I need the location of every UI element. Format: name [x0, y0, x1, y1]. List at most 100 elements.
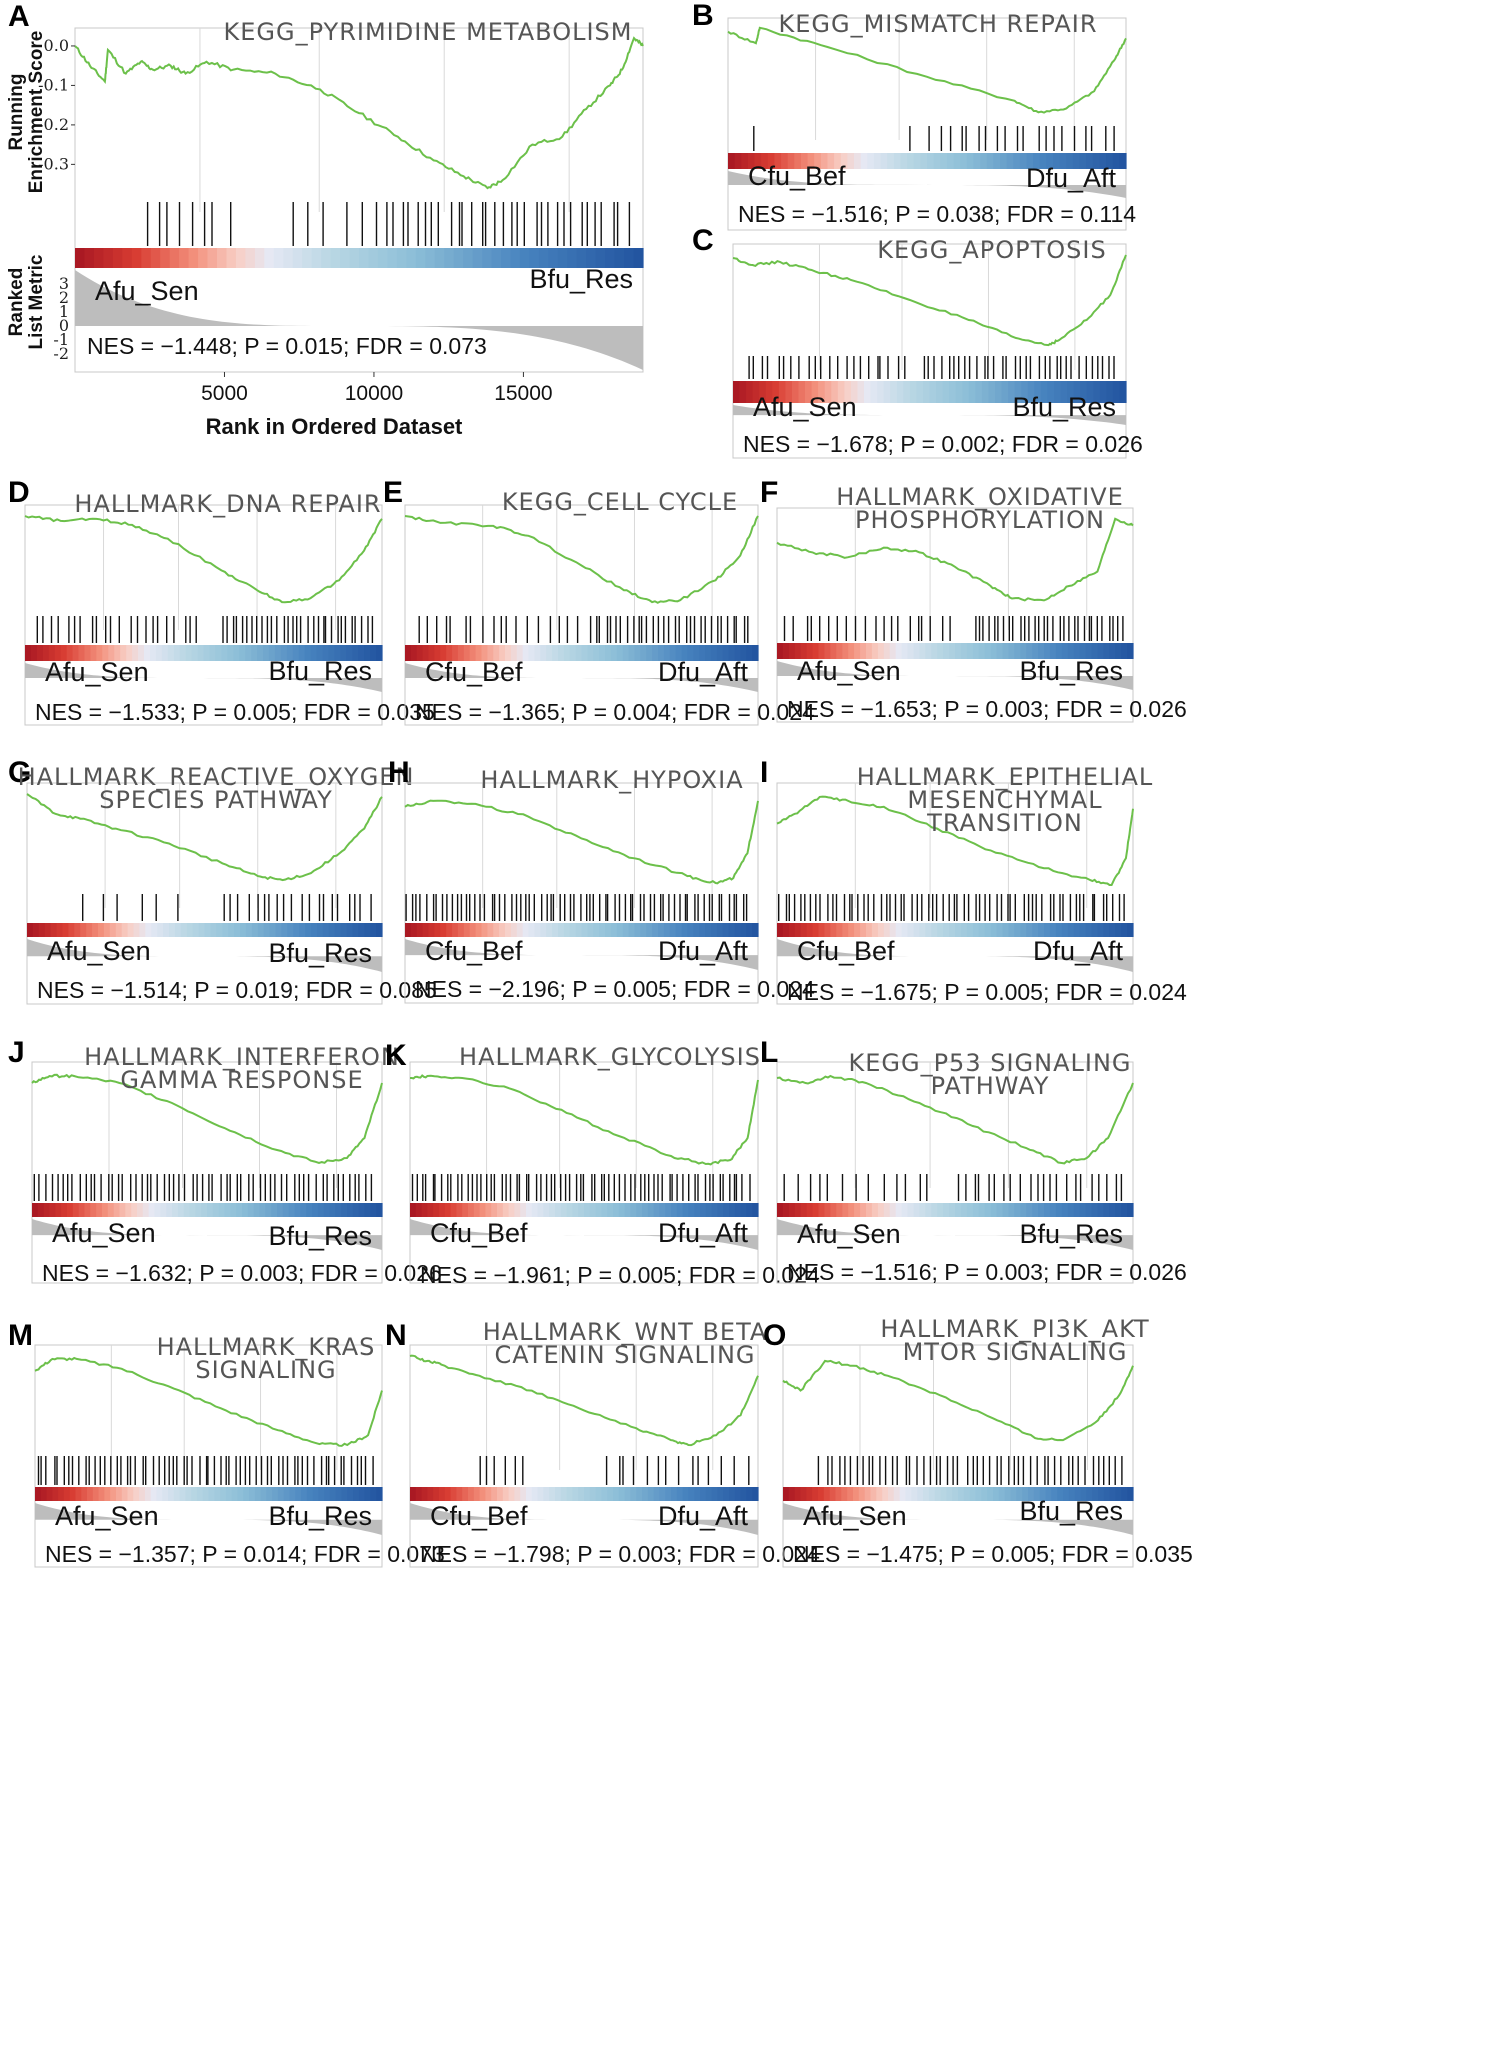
heatmap-cell	[61, 1203, 68, 1217]
heatmap-cell	[972, 643, 980, 659]
heatmap-cell	[1121, 1203, 1128, 1217]
heatmap-cell	[224, 1203, 231, 1217]
heatmap-cell	[663, 645, 671, 661]
heatmap-cell	[575, 645, 583, 661]
heatmap-cell	[925, 643, 932, 659]
heatmap-cell	[624, 1203, 631, 1217]
heatmap-cell	[746, 1203, 753, 1217]
heatmap-cell	[593, 645, 600, 661]
heatmap-cell	[289, 1487, 296, 1501]
heatmap-cell	[860, 1203, 867, 1217]
panel-frame	[409, 1061, 759, 1284]
heatmap-cell	[288, 1203, 296, 1217]
heatmap-cell	[103, 923, 111, 937]
heatmap-cell	[995, 381, 1003, 403]
heatmap-cell	[67, 1203, 74, 1217]
heatmap-cell	[421, 1203, 428, 1217]
ranked-heatmap-bar	[733, 381, 1127, 403]
ranked-heatmap-bar	[35, 1487, 383, 1501]
heatmap-cell	[913, 1203, 920, 1217]
heatmap-cell	[741, 153, 749, 169]
heatmap-cell	[835, 1487, 842, 1501]
heatmap-cell	[1066, 153, 1074, 169]
left-group-label: Afu_Sen	[95, 276, 199, 306]
heatmap-cell	[271, 1203, 278, 1217]
heatmap-cell	[433, 1203, 440, 1217]
heatmap-cell	[853, 1487, 860, 1501]
heatmap-cell	[341, 1487, 348, 1501]
heatmap-cell	[1026, 643, 1033, 659]
enrichment-curve	[410, 1074, 759, 1166]
heatmap-cell	[980, 153, 988, 169]
heatmap-cell	[44, 923, 52, 937]
gsea-panel-e: E KEGG_CELL CYCLE Cfu_Bef Dfu_Aft NES = −1.3…	[383, 476, 815, 726]
heatmap-cell	[75, 248, 86, 268]
heatmap-cell	[807, 153, 815, 169]
heatmap-cell	[575, 923, 583, 937]
heatmap-cell	[63, 1487, 71, 1501]
heatmap-cell	[46, 1487, 53, 1501]
heatmap-cell	[301, 1487, 308, 1501]
heatmap-cell	[958, 1487, 965, 1501]
heatmap-cell	[119, 1203, 126, 1217]
heatmap-cell	[172, 1203, 179, 1217]
heatmap-cell	[929, 381, 937, 403]
left-group-label: Afu_Sen	[797, 1219, 901, 1249]
enrichment-curve	[74, 36, 644, 190]
heatmap-cell	[260, 1487, 267, 1501]
heatmap-cell	[370, 645, 377, 661]
heatmap-cell	[578, 1487, 585, 1501]
heatmap-cell	[567, 248, 578, 268]
heatmap-cell	[840, 153, 848, 169]
heatmap-cell	[647, 1487, 655, 1501]
stats-label: NES = −1.516; P = 0.003; FDR = 0.026	[787, 1259, 1187, 1285]
heatmap-cell	[516, 923, 524, 937]
heatmap-cell	[292, 645, 300, 661]
heatmap-cell	[245, 645, 252, 661]
heatmap-cell	[269, 923, 277, 937]
stats-label: NES = −1.961; P = 0.005; FDR = 0.024	[420, 1262, 820, 1288]
heatmap-cell	[410, 1487, 417, 1501]
heatmap-cell	[192, 923, 200, 937]
heatmap-cell	[508, 1203, 515, 1217]
heatmap-cell	[87, 1487, 94, 1501]
heatmap-cell	[311, 923, 318, 937]
stats-label: NES = −1.516; P = 0.038; FDR = 0.114	[738, 201, 1136, 227]
ranked-heatmap-bar	[728, 153, 1127, 169]
heatmap-cell	[871, 1203, 879, 1217]
ranked-heatmap-bar	[405, 923, 759, 937]
heatmap-cell	[937, 1203, 944, 1217]
heatmap-cell	[546, 923, 553, 937]
heatmap-cell	[286, 645, 294, 661]
heatmap-cell	[652, 645, 659, 661]
heatmap-cell	[1121, 643, 1128, 659]
heatmap-cell	[578, 1203, 585, 1217]
heatmap-cell	[292, 248, 303, 268]
heatmap-cell	[1055, 1203, 1063, 1217]
heatmap-cell	[472, 248, 483, 268]
heatmap-cell	[1038, 923, 1045, 937]
stats-label: NES = −1.475; P = 0.005; FDR = 0.035	[793, 1541, 1193, 1567]
heatmap-cell	[230, 1203, 237, 1217]
heatmap-cell	[198, 248, 209, 268]
heatmap-cell	[949, 643, 956, 659]
heatmap-cell	[966, 1203, 974, 1217]
heatmap-cell	[1060, 381, 1068, 403]
heatmap-cell	[387, 248, 398, 268]
heatmap-cell	[734, 153, 742, 169]
heatmap-cell	[247, 1203, 255, 1217]
heatmap-cell	[877, 923, 885, 937]
heatmap-cell	[893, 1487, 901, 1501]
heatmap-cell	[558, 645, 565, 661]
heatmap-cell	[502, 1487, 510, 1501]
heatmap-cell	[610, 645, 618, 661]
heatmap-cell	[144, 645, 151, 661]
heatmap-cell	[102, 1203, 109, 1217]
heatmap-cell	[1085, 1203, 1092, 1217]
right-group-label: Dfu_Aft	[658, 1501, 749, 1531]
panel-letter: E	[383, 476, 403, 509]
heatmap-cell	[895, 1203, 903, 1217]
ranked-metric-area	[75, 270, 643, 370]
heatmap-cell	[487, 645, 494, 661]
heatmap-cell	[322, 923, 330, 937]
